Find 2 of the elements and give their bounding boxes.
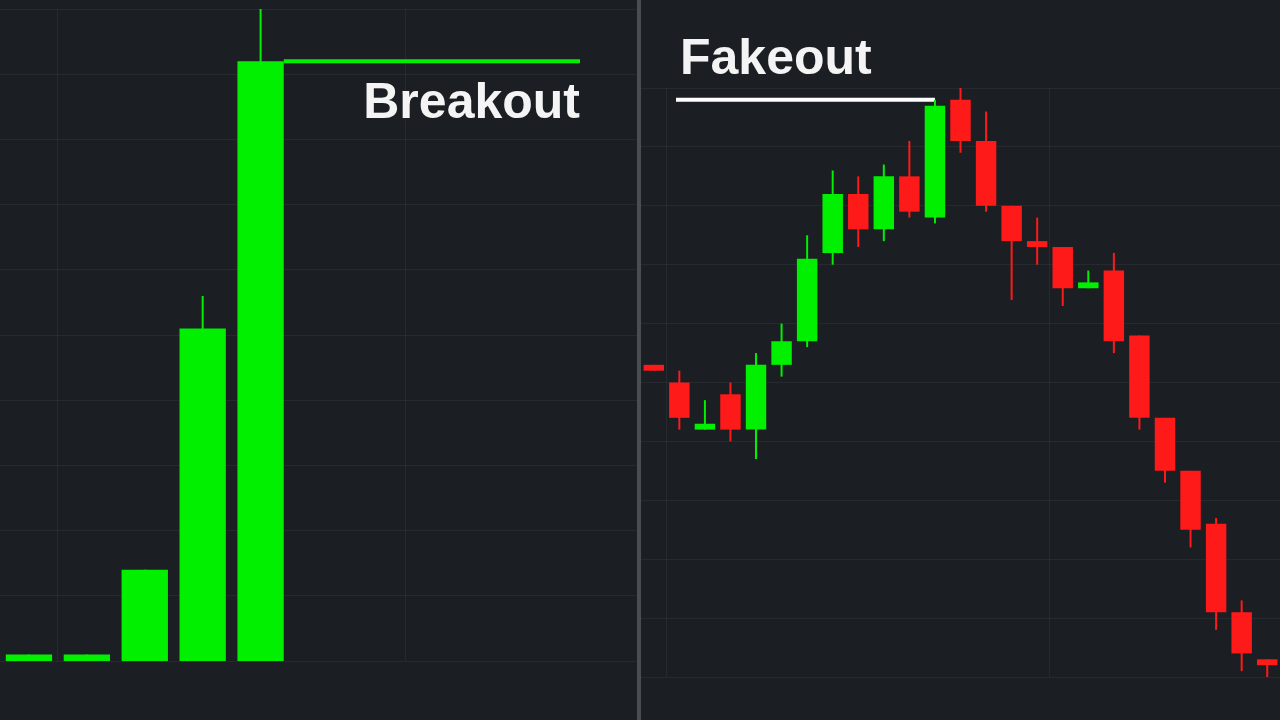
- ref-line-label: Fakeout: [680, 28, 873, 85]
- ref-line-label: Breakout: [363, 73, 581, 130]
